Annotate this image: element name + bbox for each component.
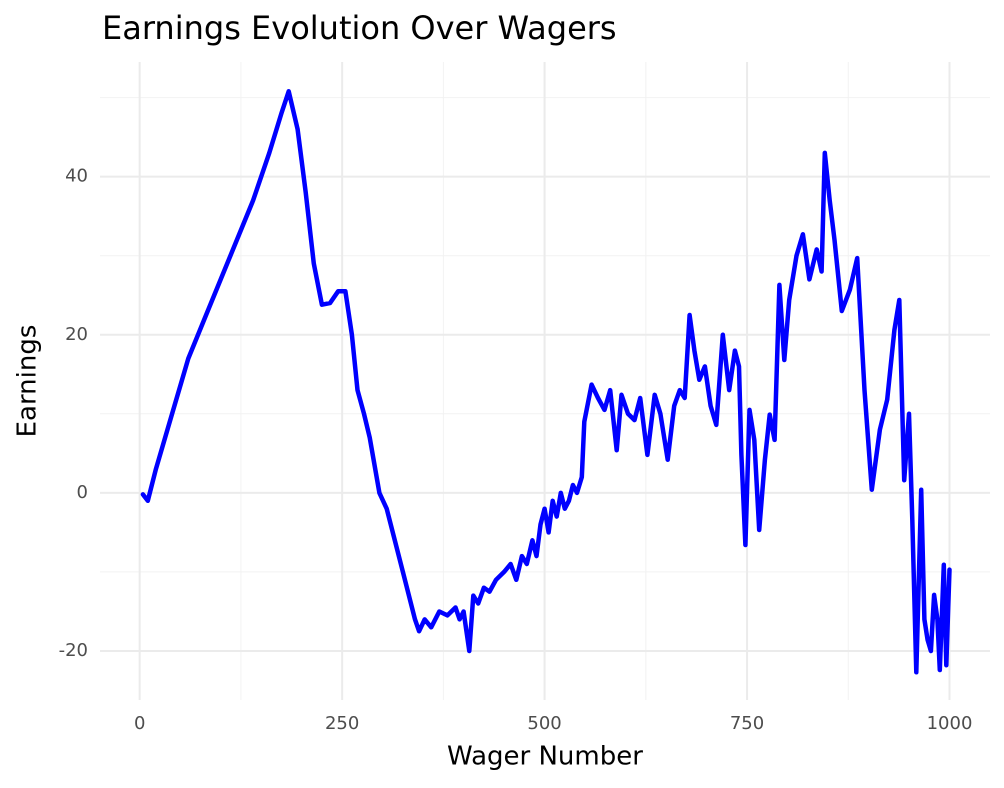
x-tick-label: 0 bbox=[134, 713, 145, 734]
x-tick-label: 750 bbox=[730, 713, 764, 734]
x-tick-label: 1000 bbox=[927, 713, 973, 734]
x-tick-label: 500 bbox=[527, 713, 561, 734]
y-tick-label: 40 bbox=[65, 166, 88, 187]
x-axis-title: Wager Number bbox=[447, 742, 643, 772]
x-tick-label: 250 bbox=[325, 713, 359, 734]
y-tick-label: 0 bbox=[77, 482, 88, 503]
data-line bbox=[140, 89, 952, 675]
y-tick-label: -20 bbox=[59, 640, 88, 661]
y-tick-label: 20 bbox=[65, 324, 88, 345]
chart-title: Earnings Evolution Over Wagers bbox=[102, 9, 617, 47]
y-axis-title: Earnings bbox=[13, 325, 43, 438]
